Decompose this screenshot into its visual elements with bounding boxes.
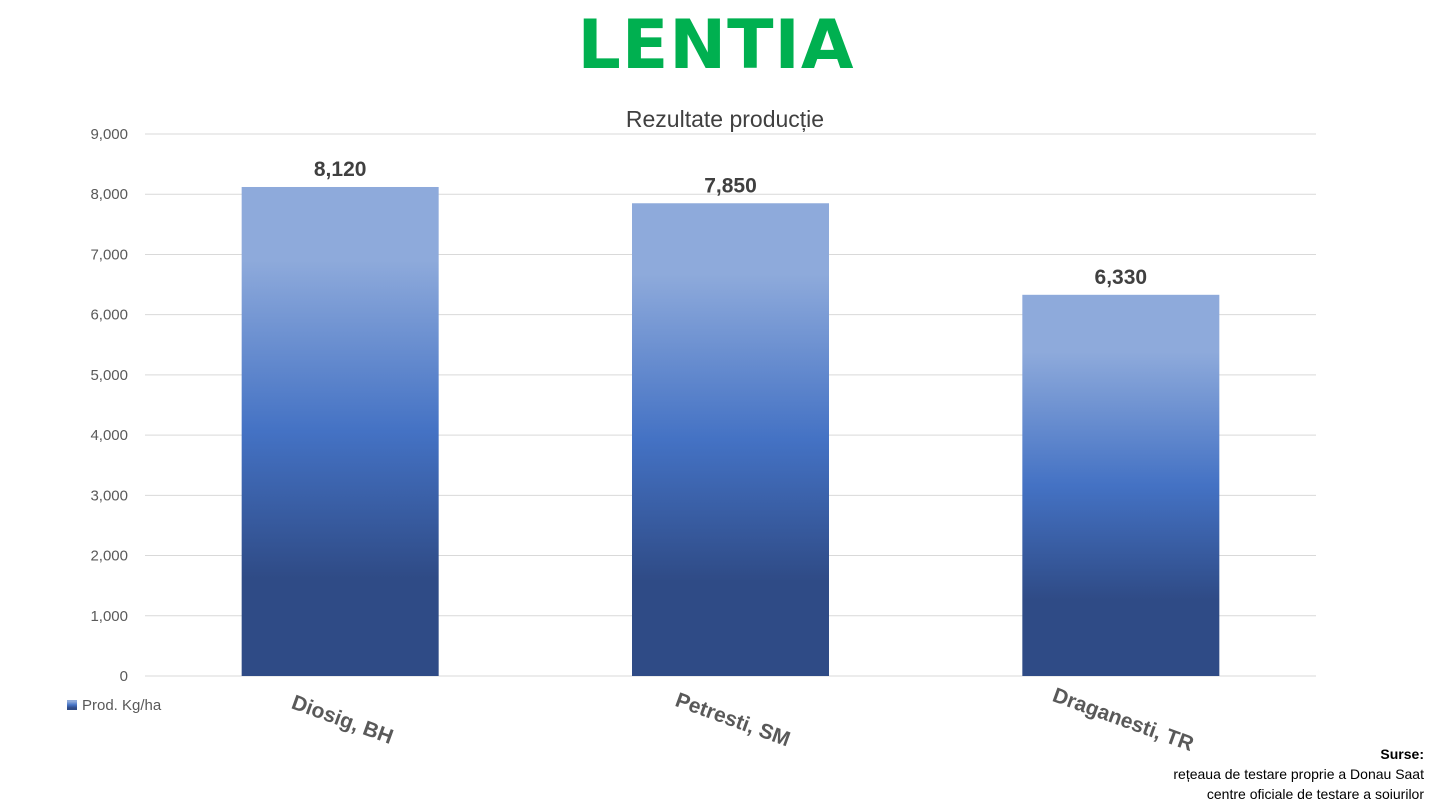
y-tick-label: 2,000 (90, 548, 128, 565)
data-label: 6,330 (1095, 266, 1148, 289)
x-tick-label: Diosig, BH (289, 691, 397, 749)
y-tick-label: 3,000 (90, 487, 128, 504)
y-tick-label: 9,000 (90, 126, 128, 143)
data-label: 8,120 (314, 158, 367, 181)
y-tick-label: 0 (120, 668, 128, 685)
sources-note: Surse: rețeaua de testare proprie a Dona… (1173, 744, 1424, 804)
chart-title: Rezultate producție (626, 106, 824, 132)
legend-label: Prod. Kg/ha (82, 697, 162, 714)
sources-line: rețeaua de testare proprie a Donau Saat (1173, 766, 1424, 782)
y-tick-label: 5,000 (90, 367, 128, 384)
bar (632, 203, 829, 676)
sources-title: Surse: (1380, 746, 1424, 762)
y-tick-label: 1,000 (90, 608, 128, 625)
data-label: 7,850 (704, 174, 757, 197)
x-tick-label: Petresti, SM (672, 689, 793, 752)
brand-title: LENTIA (577, 6, 855, 85)
bar (241, 186, 439, 677)
y-tick-label: 6,000 (90, 307, 128, 324)
y-tick-label: 4,000 (90, 427, 128, 444)
legend-swatch (67, 700, 77, 710)
y-tick-label: 7,000 (90, 246, 128, 263)
sources-line: centre oficiale de testare a soiurilor (1206, 786, 1424, 802)
y-tick-label: 8,000 (90, 186, 128, 203)
bar (1022, 294, 1220, 676)
